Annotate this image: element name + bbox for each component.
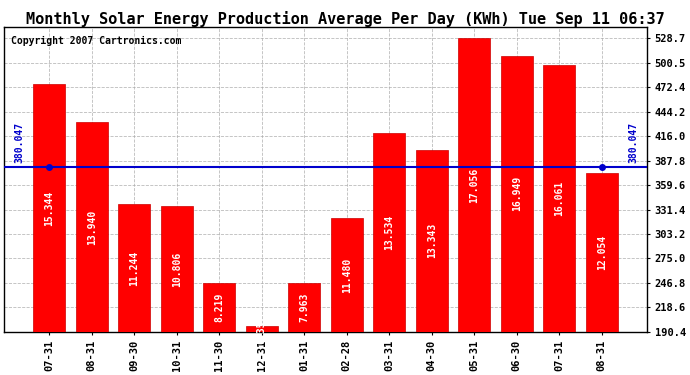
Bar xyxy=(119,204,150,375)
Bar xyxy=(458,38,490,375)
Text: 13.940: 13.940 xyxy=(87,209,97,245)
Bar xyxy=(416,150,448,375)
Text: 11.244: 11.244 xyxy=(129,251,139,286)
Text: 16.949: 16.949 xyxy=(512,176,522,212)
Text: 13.343: 13.343 xyxy=(427,223,437,258)
Text: 7.963: 7.963 xyxy=(299,293,309,322)
Text: Monthly Solar Energy Production Average Per Day (KWh) Tue Sep 11 06:37: Monthly Solar Energy Production Average … xyxy=(26,11,664,27)
Bar xyxy=(33,84,66,375)
Bar xyxy=(246,326,278,375)
Text: Copyright 2007 Cartronics.com: Copyright 2007 Cartronics.com xyxy=(10,36,181,46)
Bar xyxy=(373,133,405,375)
Bar xyxy=(501,56,533,375)
Text: 6.357: 6.357 xyxy=(257,314,267,344)
Bar xyxy=(204,283,235,375)
Text: 17.056: 17.056 xyxy=(469,168,480,203)
Text: 8.219: 8.219 xyxy=(215,293,224,322)
Text: 380.047: 380.047 xyxy=(14,122,25,163)
Bar xyxy=(543,65,575,375)
Bar xyxy=(76,122,108,375)
Bar xyxy=(161,206,193,375)
Text: 16.061: 16.061 xyxy=(554,181,564,216)
Text: 11.480: 11.480 xyxy=(342,257,352,292)
Bar xyxy=(331,218,363,375)
Text: 15.344: 15.344 xyxy=(44,190,55,226)
Text: 10.806: 10.806 xyxy=(172,252,181,287)
Text: 13.534: 13.534 xyxy=(384,215,394,250)
Text: 380.047: 380.047 xyxy=(629,122,639,163)
Bar xyxy=(586,173,618,375)
Bar xyxy=(288,283,320,375)
Text: 12.054: 12.054 xyxy=(597,235,607,270)
